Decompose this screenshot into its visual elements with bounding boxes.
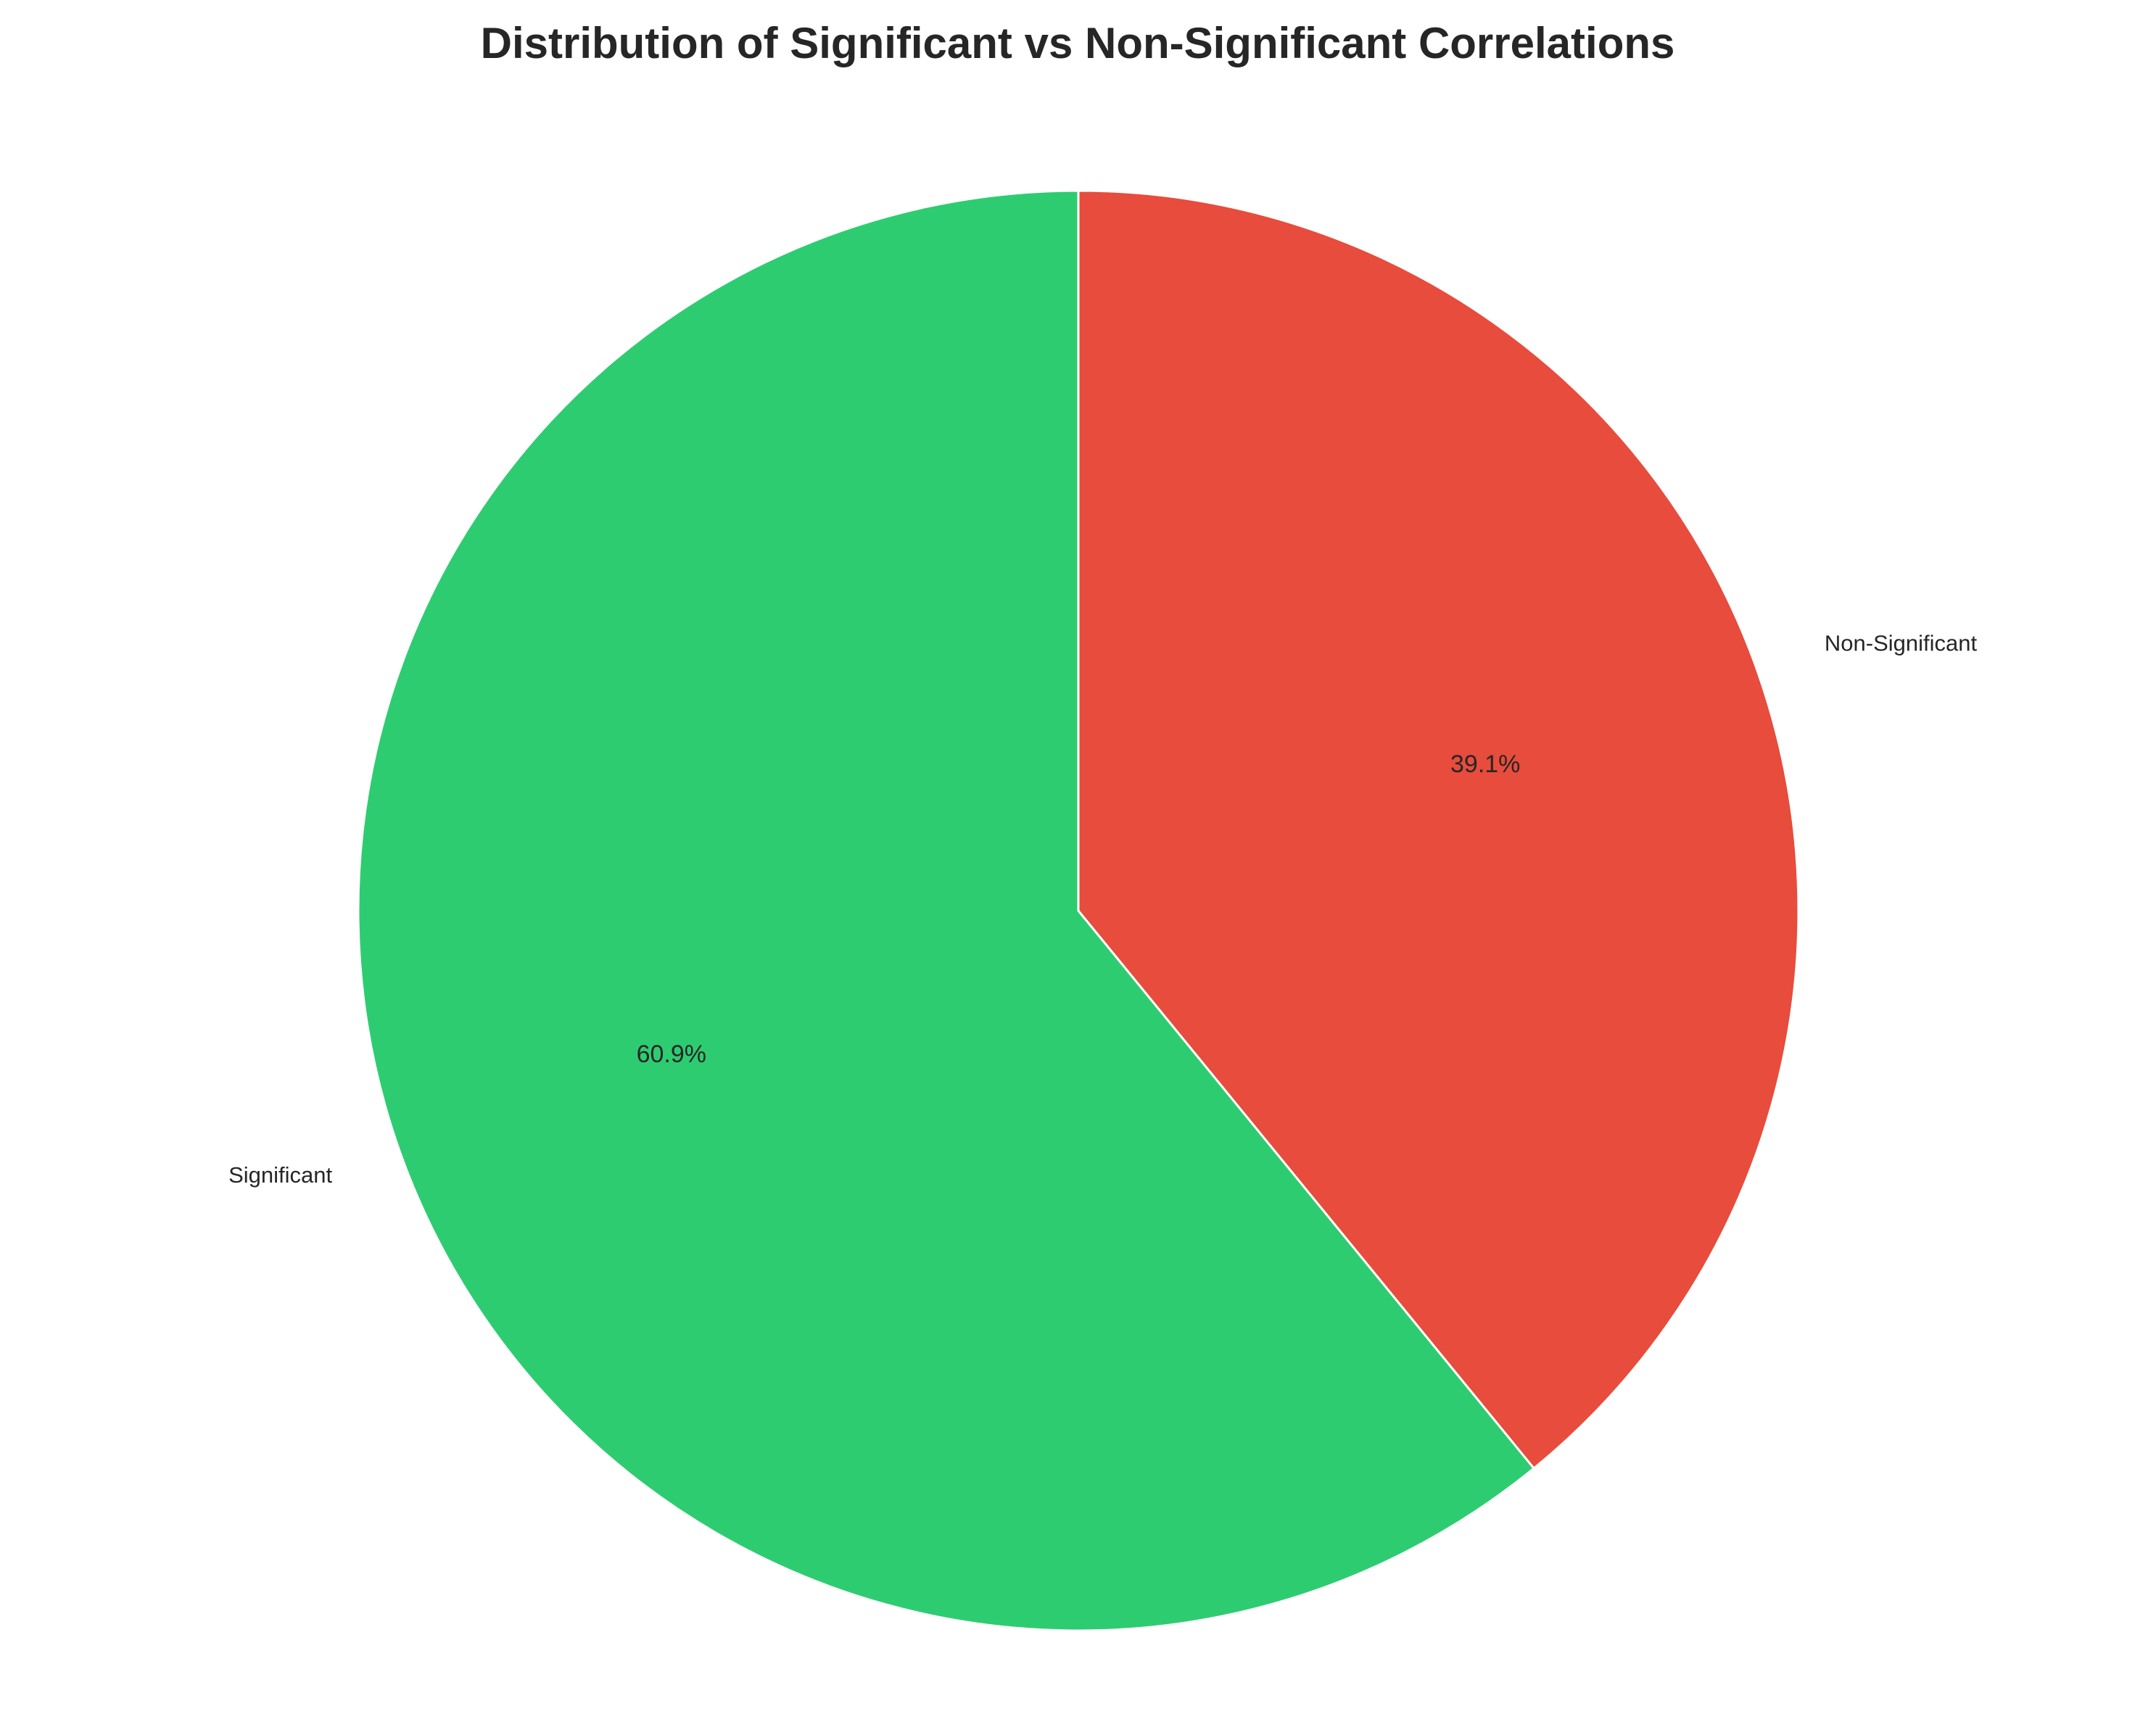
pie-slice-significant	[357, 189, 1535, 1632]
slice-category-label: Significant	[228, 1162, 332, 1188]
slice-percent-label: 39.1%	[1450, 750, 1520, 778]
pie-labels: Significant 60.9% Non-Significant 39.1%	[228, 630, 1977, 1188]
slice-category-label: Non-Significant	[1825, 630, 1978, 655]
chart-title: Distribution of Significant vs Non-Signi…	[481, 19, 1675, 67]
slice-percent-label: 60.9%	[637, 1040, 706, 1068]
pie-slice-non-significant	[1077, 189, 1800, 1470]
pie-slices	[357, 189, 1800, 1632]
